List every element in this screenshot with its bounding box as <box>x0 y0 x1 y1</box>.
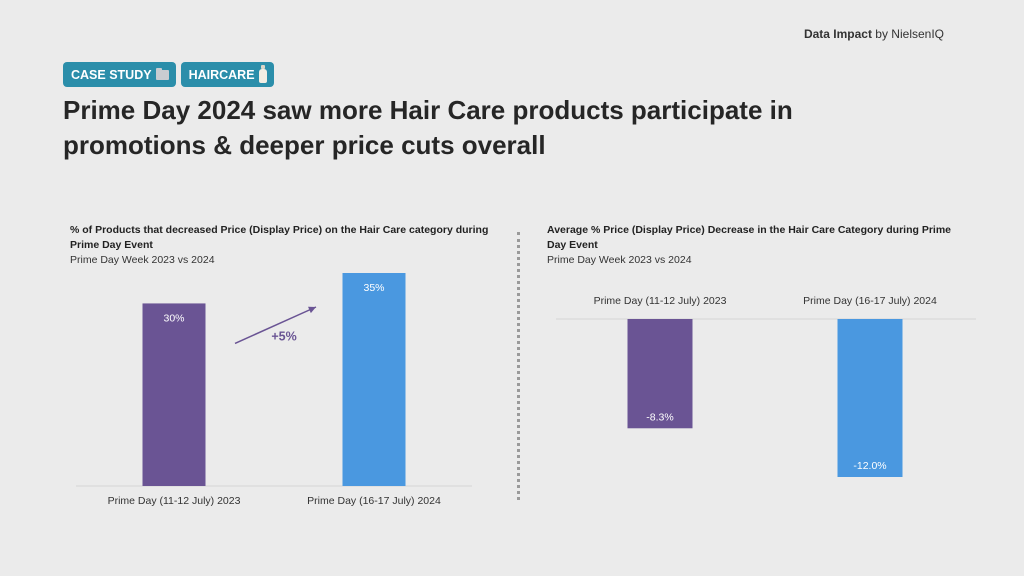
haircare-tag[interactable]: HAIRCARE <box>180 62 274 87</box>
tag-group: CASE STUDY HAIRCARE <box>63 62 274 87</box>
trend-arrow-head-icon <box>308 306 316 314</box>
left-chart-data-label-1: 30% <box>163 312 184 324</box>
right-chart-title: Average % Price (Display Price) Decrease… <box>547 224 952 251</box>
trend-arrow-line <box>234 306 317 345</box>
left-chart-subtitle: Prime Day Week 2023 vs 2024 <box>70 254 215 266</box>
left-chart-category-label-2: Prime Day (16-17 July) 2024 <box>307 495 441 507</box>
bottle-icon <box>258 65 267 83</box>
left-chart-category-label-1: Prime Day (11-12 July) 2023 <box>108 495 241 507</box>
chart-divider <box>517 232 520 500</box>
left-chart-data-label-2: 35% <box>363 282 384 294</box>
haircare-tag-label: HAIRCARE <box>188 68 255 82</box>
trend-annotation-label: +5% <box>271 329 296 343</box>
right-chart-subtitle: Prime Day Week 2023 vs 2024 <box>547 254 692 266</box>
brand-suffix: by NielsenIQ <box>871 27 944 41</box>
left-chart-bar-2 <box>342 273 406 486</box>
page-title: Prime Day 2024 saw more Hair Care produc… <box>63 95 793 160</box>
case-study-tag-label: CASE STUDY <box>71 68 152 82</box>
folder-icon <box>155 68 169 80</box>
left-chart-title: % of Products that decreased Price (Disp… <box>70 224 489 251</box>
brand-label: Data Impact by NielsenIQ <box>804 27 944 41</box>
case-study-tag[interactable]: CASE STUDY <box>63 62 176 87</box>
left-chart-bar-1 <box>142 303 206 486</box>
brand-name: Data Impact <box>803 27 872 41</box>
